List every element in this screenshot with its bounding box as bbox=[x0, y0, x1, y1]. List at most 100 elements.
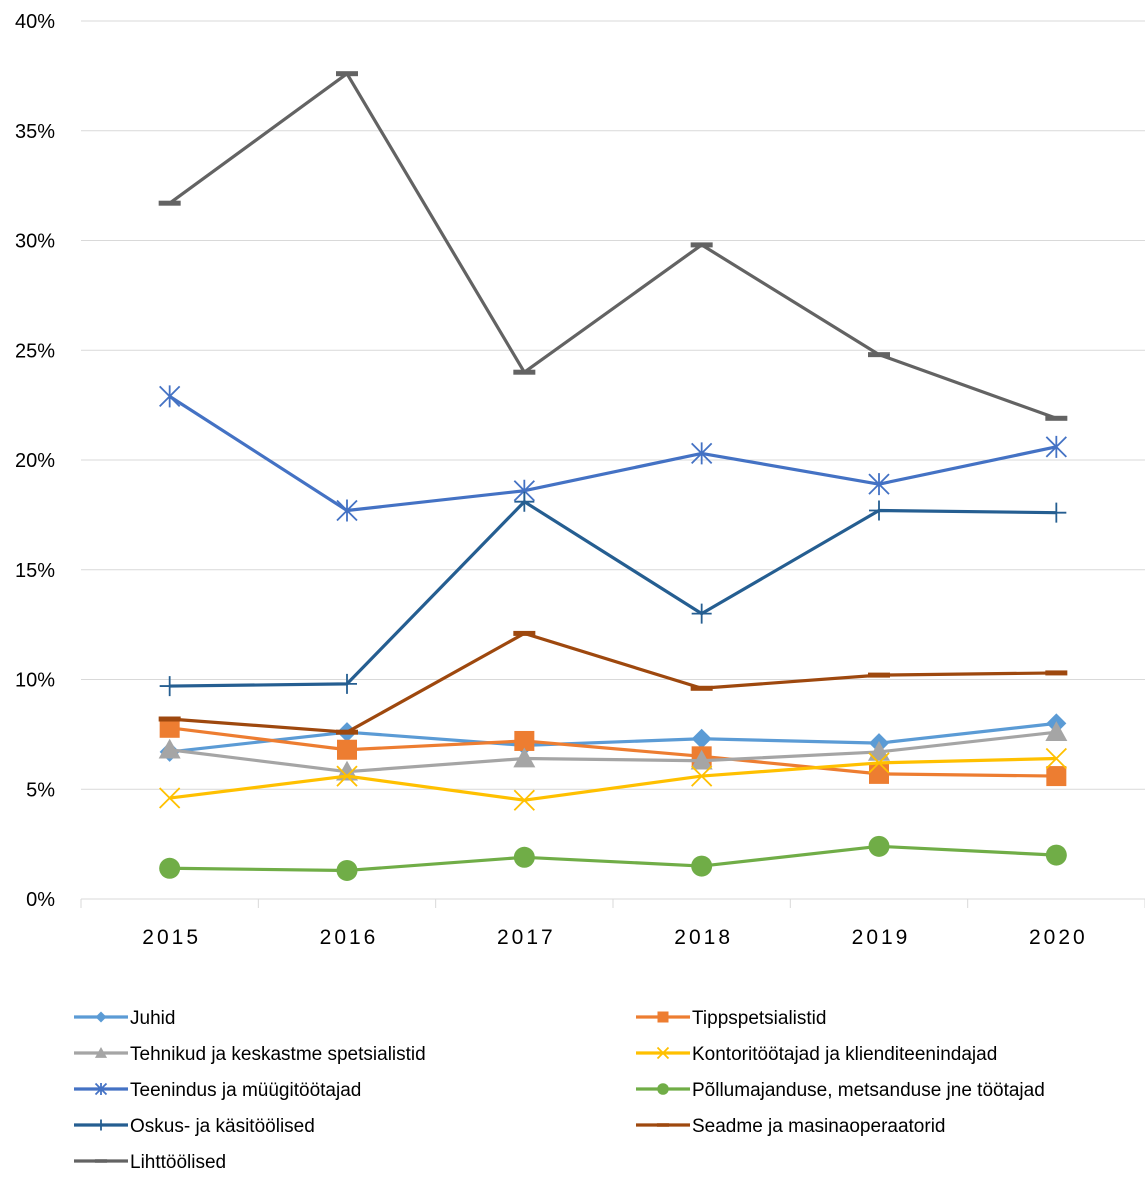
data-point bbox=[513, 630, 536, 636]
data-point bbox=[691, 765, 713, 787]
data-point bbox=[868, 473, 890, 496]
y-tick-label: 5% bbox=[26, 779, 55, 801]
series-line bbox=[169, 726, 1057, 778]
legend-item: Põllumajanduse, metsanduse jne töötajad bbox=[636, 1080, 1045, 1101]
data-point bbox=[1045, 435, 1067, 458]
legend-item: Tippspetsialistid bbox=[636, 1008, 826, 1029]
data-point bbox=[868, 740, 890, 761]
data-point bbox=[1045, 670, 1068, 676]
series-3 bbox=[159, 747, 1067, 811]
data-point bbox=[1046, 766, 1067, 787]
data-point bbox=[1046, 502, 1067, 523]
legend: Juhid Tippspetsialistid Tehnikud ja keskas… bbox=[74, 1008, 1045, 1173]
data-point bbox=[337, 739, 357, 760]
series-line bbox=[169, 631, 1057, 734]
y-tick-label: 15% bbox=[15, 560, 55, 582]
series-line bbox=[168, 72, 1057, 420]
x-tick-label: 2019 bbox=[852, 926, 911, 949]
x-axis: 2015 2016 2017 2018 2019 2020 bbox=[80, 898, 1145, 949]
data-point bbox=[691, 603, 712, 624]
data-point bbox=[159, 857, 181, 879]
data-point bbox=[159, 787, 181, 809]
series-line bbox=[169, 730, 1057, 774]
x-tick-label: 2016 bbox=[320, 926, 379, 949]
legend-label: Põllumajanduse, metsanduse jne töötajad bbox=[692, 1080, 1045, 1101]
legend-item: Kontoritöötajad ja klienditeenindajad bbox=[636, 1044, 997, 1065]
legend-label: Oskus- ja käsitöölised bbox=[130, 1116, 315, 1137]
y-axis-ticks: 0% 5% 10% 15% 20% 25% 30% 35% 40% bbox=[15, 11, 55, 911]
data-point bbox=[868, 352, 890, 358]
data-point bbox=[158, 716, 181, 722]
data-point bbox=[159, 385, 181, 408]
data-point bbox=[159, 717, 180, 738]
data-point bbox=[336, 859, 358, 881]
data-point bbox=[513, 789, 535, 811]
series-4 bbox=[159, 385, 1067, 522]
data-point bbox=[158, 200, 181, 206]
gridlines bbox=[81, 20, 1145, 790]
data-point bbox=[691, 442, 713, 465]
legend-item: Oskus- ja käsitöölised bbox=[74, 1116, 315, 1137]
y-tick-label: 0% bbox=[26, 889, 55, 911]
data-point bbox=[657, 1011, 669, 1023]
x-tick-label: 2017 bbox=[497, 926, 556, 949]
data-point bbox=[690, 242, 713, 248]
data-point bbox=[513, 846, 535, 868]
data-point bbox=[159, 676, 180, 697]
data-point bbox=[657, 1083, 669, 1095]
legend-item: Tehnikud ja keskastme spetsialistid bbox=[74, 1044, 426, 1065]
data-point bbox=[337, 673, 357, 694]
series-8 bbox=[158, 71, 1068, 421]
data-point bbox=[513, 369, 536, 375]
data-point bbox=[691, 855, 713, 877]
data-point bbox=[336, 499, 358, 522]
data-point bbox=[513, 747, 536, 768]
series-6 bbox=[159, 491, 1067, 697]
data-point bbox=[514, 730, 535, 751]
data-point bbox=[95, 1011, 107, 1023]
series-group bbox=[158, 71, 1068, 881]
legend-item: Teenindus ja müügitöötajad bbox=[74, 1080, 361, 1101]
data-point bbox=[691, 728, 712, 749]
data-point bbox=[1045, 844, 1067, 866]
legend-label: Kontoritöötajad ja klienditeenindajad bbox=[692, 1044, 997, 1065]
legend-item: Juhid bbox=[74, 1008, 175, 1029]
series-0 bbox=[159, 713, 1067, 762]
y-tick-label: 40% bbox=[15, 11, 55, 33]
legend-label: Lihttöölised bbox=[130, 1152, 226, 1173]
y-tick-label: 30% bbox=[15, 231, 55, 253]
legend-item: Lihttöölised bbox=[74, 1152, 226, 1173]
data-point bbox=[94, 1082, 108, 1096]
data-point bbox=[868, 752, 890, 774]
data-point bbox=[514, 491, 535, 512]
x-tick-label: 2018 bbox=[674, 926, 733, 949]
data-point bbox=[336, 729, 358, 735]
series-line bbox=[169, 844, 1057, 873]
data-point bbox=[868, 672, 890, 678]
data-point bbox=[869, 500, 889, 521]
data-point bbox=[868, 835, 890, 857]
series-7 bbox=[158, 630, 1068, 735]
data-point bbox=[869, 763, 889, 784]
y-tick-label: 35% bbox=[15, 121, 55, 143]
legend-label: Juhid bbox=[130, 1008, 175, 1029]
legend-label: Seadme ja masinaoperaatorid bbox=[692, 1116, 946, 1137]
series-line bbox=[168, 394, 1057, 513]
data-point bbox=[690, 749, 713, 770]
x-tick-label: 2015 bbox=[142, 926, 201, 949]
legend-item: Seadme ja masinaoperaatorid bbox=[636, 1116, 946, 1137]
data-point bbox=[336, 765, 358, 787]
legend-label: Tehnikud ja keskastme spetsialistid bbox=[130, 1044, 426, 1065]
data-point bbox=[690, 685, 713, 691]
data-point bbox=[1045, 721, 1068, 741]
data-point bbox=[94, 1159, 108, 1163]
y-tick-label: 10% bbox=[15, 670, 55, 692]
data-point bbox=[1045, 747, 1067, 770]
series-line bbox=[169, 500, 1057, 688]
series-line bbox=[169, 756, 1057, 802]
series-2 bbox=[158, 721, 1068, 781]
series-line bbox=[169, 721, 1057, 754]
data-point bbox=[94, 1046, 108, 1058]
x-tick-label: 2020 bbox=[1029, 926, 1088, 949]
